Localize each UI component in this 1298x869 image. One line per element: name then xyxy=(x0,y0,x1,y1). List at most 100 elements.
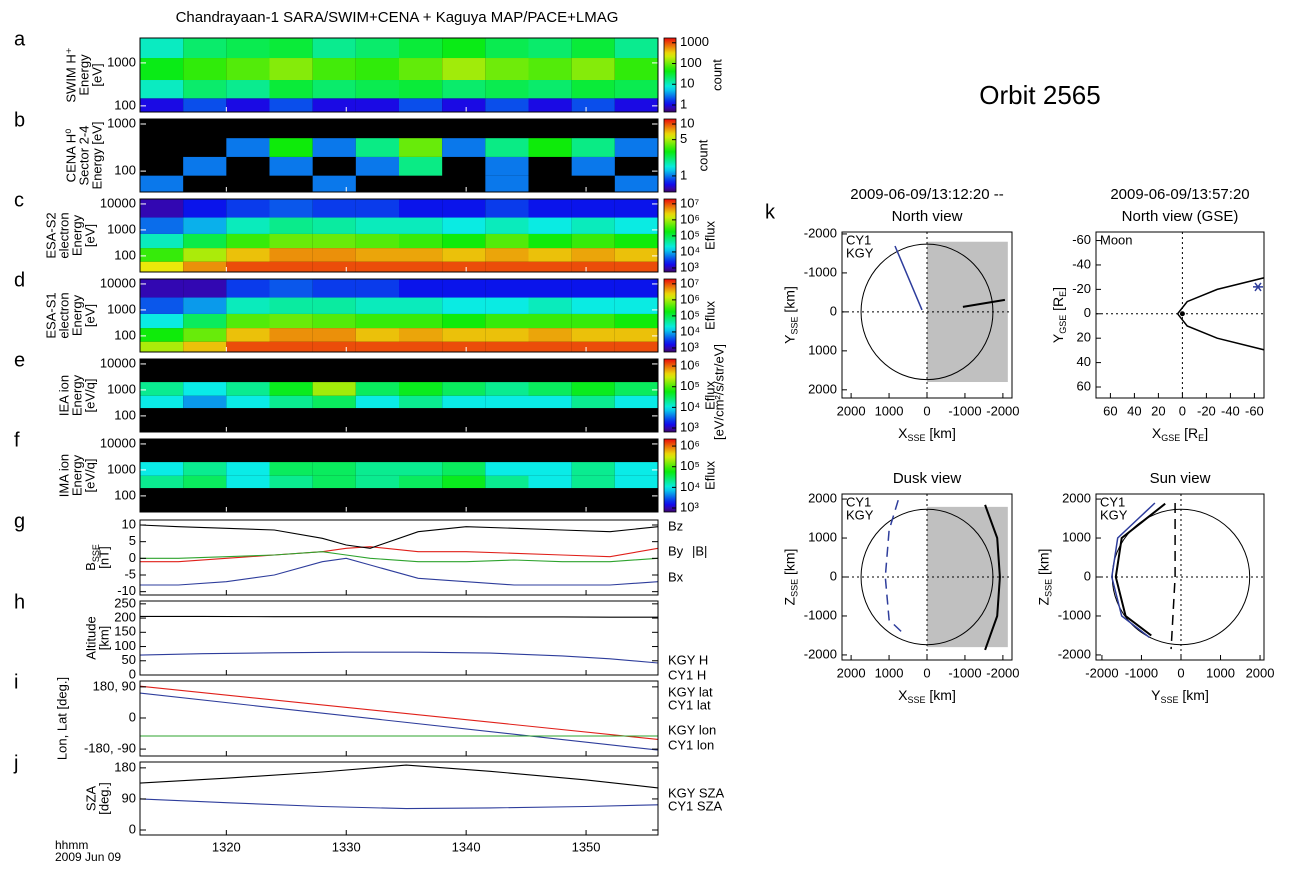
figure-title: Chandrayaan-1 SARA/SWIM+CENA + Kaguya MA… xyxy=(176,9,619,26)
spectrogram-cell xyxy=(614,248,658,262)
spectrogram-cell xyxy=(528,462,572,476)
y-axis-label: [km] xyxy=(96,626,111,651)
spectrogram-cell xyxy=(399,98,443,112)
plot-area xyxy=(842,232,1012,398)
plot-area xyxy=(842,494,1012,660)
y-tick-label: -5 xyxy=(124,566,136,581)
spectrogram-cell xyxy=(528,279,572,298)
spectrogram-cell xyxy=(269,297,313,314)
spectrogram-cell xyxy=(355,58,399,81)
spectrogram-cell xyxy=(312,138,356,157)
trajectory xyxy=(884,499,906,636)
y-axis-label: [deg.] xyxy=(96,782,111,815)
spectrogram-cell xyxy=(571,297,615,314)
spectrogram-cell xyxy=(269,261,313,272)
colorbar-tick-label: 1000 xyxy=(680,34,709,49)
spectrogram-cell xyxy=(614,58,658,81)
y-axis-label: IEA ion xyxy=(56,375,71,416)
spectrogram-cell xyxy=(442,341,486,352)
spectrogram-cell xyxy=(399,38,443,59)
spectrogram-cell xyxy=(355,248,399,262)
spectrogram-cell xyxy=(140,341,184,352)
y-axis-label: SWIM H⁺ xyxy=(63,47,78,102)
y-tick-label: 200 xyxy=(114,610,136,625)
spectrogram-cell xyxy=(614,217,658,234)
y-axis-label: Energy xyxy=(69,294,84,336)
marker-star xyxy=(1253,282,1263,292)
y-tick-label: 250 xyxy=(114,595,136,610)
y-axis-label: [eV/q] xyxy=(82,379,97,413)
colorbar-tick-label: 10⁵ xyxy=(680,458,700,473)
spectrogram-cell xyxy=(485,279,529,298)
spectrogram-cell xyxy=(571,80,615,99)
y-axis-label-part: Z xyxy=(781,596,797,605)
y-tick-label: 2000 xyxy=(808,491,837,506)
spectrogram-cell xyxy=(614,382,658,396)
spectrogram-cell xyxy=(312,462,356,476)
y-tick-label: 0 xyxy=(830,568,837,583)
colorbar-tick-label: 10⁶ xyxy=(680,438,700,453)
spectrogram-cell xyxy=(571,58,615,81)
spectrogram-cell xyxy=(269,395,313,409)
x-axis-label: YSSE [km] xyxy=(1151,687,1209,706)
spectrogram-cell xyxy=(614,38,658,59)
y-tick-label: 100 xyxy=(114,407,136,422)
spectrogram-cell xyxy=(312,279,356,298)
spectrogram-cell xyxy=(485,199,529,218)
y-tick-label: -20 xyxy=(1072,281,1091,296)
spectrogram-cell xyxy=(183,279,227,298)
spectrogram-cell xyxy=(140,175,184,192)
y-axis-label-part: ] xyxy=(1050,287,1066,291)
spectrogram-cell xyxy=(442,38,486,59)
colorbar-label: count xyxy=(695,139,710,171)
spectrogram-cell xyxy=(485,98,529,112)
spectrogram-cell xyxy=(442,475,486,489)
colorbar xyxy=(663,358,677,433)
spectrogram-cell xyxy=(226,98,270,112)
spectrogram-cell xyxy=(571,138,615,157)
y-tick-label: 100 xyxy=(114,487,136,502)
spectrogram-cell xyxy=(140,261,184,272)
spectrogram-cell xyxy=(399,462,443,476)
spectrogram-cell xyxy=(571,382,615,396)
y-axis-label-part: B xyxy=(83,562,98,571)
x-tick-label: 1000 xyxy=(1206,665,1235,680)
spectrogram-cell xyxy=(140,98,184,112)
colorbar-tick-label: 10⁵ xyxy=(680,378,700,393)
spectrogram-cell xyxy=(183,80,227,99)
panel-letter: b xyxy=(14,109,25,131)
spectrogram-cell xyxy=(614,98,658,112)
spectrogram-cell xyxy=(183,98,227,112)
y-axis-label-sub: SSE xyxy=(790,579,800,597)
colorbar xyxy=(663,118,677,193)
spectrogram-cell xyxy=(226,38,270,59)
spectrogram-cell xyxy=(269,38,313,59)
legend-label: KGY lat xyxy=(668,684,713,699)
y-tick-label: -2000 xyxy=(804,225,837,240)
spectrogram-cell xyxy=(485,38,529,59)
y-tick-label: -60 xyxy=(1072,232,1091,247)
y-axis-label: YSSE [km] xyxy=(781,286,800,344)
spectrogram-cell xyxy=(399,395,443,409)
spectrogram-cell xyxy=(442,297,486,314)
spectrogram-cell xyxy=(269,382,313,396)
spectrogram-cell xyxy=(485,175,529,192)
plot-frame xyxy=(841,493,1013,661)
spectrogram-cell xyxy=(312,248,356,262)
spectrogram-cell xyxy=(399,233,443,249)
spectrogram-cell xyxy=(399,58,443,81)
x-axis-label-part: ] xyxy=(1204,425,1208,441)
spectrogram-cell xyxy=(269,462,313,476)
spectrogram-cell xyxy=(140,279,184,298)
colorbar-tick-label: 10⁶ xyxy=(680,211,700,226)
spectrogram-cell xyxy=(140,199,184,218)
legend-label: Bz xyxy=(668,518,683,533)
colorbar-tick-label: 10⁵ xyxy=(680,227,700,242)
spectrogram-cell xyxy=(183,313,227,329)
panel-letter: c xyxy=(14,189,24,211)
spectrogram-cell xyxy=(614,395,658,409)
spectrogram-cell xyxy=(140,297,184,314)
y-axis-label-sub: E xyxy=(1058,291,1068,297)
spectrogram-cell xyxy=(614,199,658,218)
spectrogram-cell xyxy=(442,58,486,81)
